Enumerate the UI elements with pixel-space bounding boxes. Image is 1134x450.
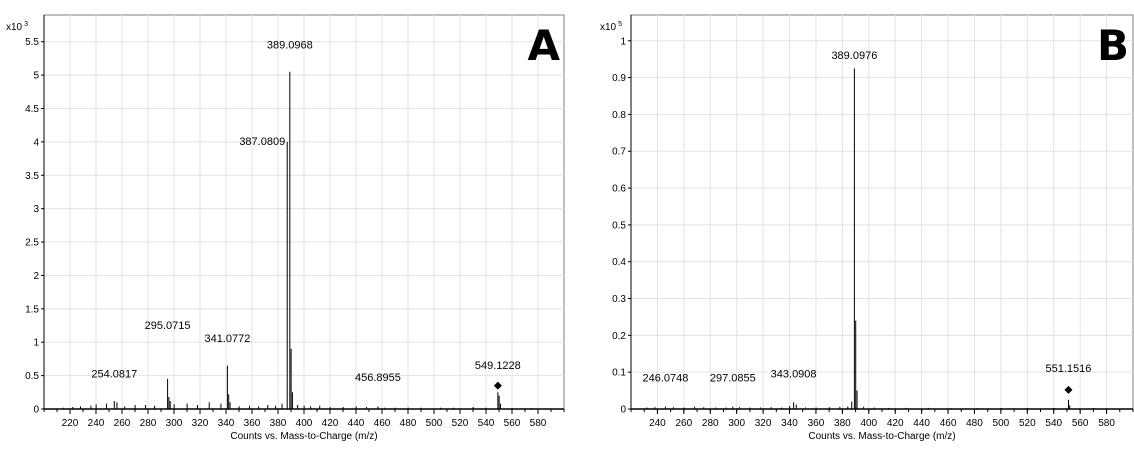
spectrum-peaks xyxy=(646,68,1095,409)
y-tick-label: 4.5 xyxy=(25,104,39,115)
peak-label: 549.1228 xyxy=(475,360,521,372)
precursor-diamond-icon xyxy=(493,381,502,390)
y-tick-label: 0.7 xyxy=(612,147,626,158)
y-tick-label: 0.8 xyxy=(612,110,626,121)
x-tick-label: 540 xyxy=(478,418,495,429)
peak-label: 389.0976 xyxy=(831,50,877,62)
spectrum-panel-a: 0 0.5 1 1.5 2 2.5 3 3.5 4 4.5 5 5.5 220 240 260 280 300 3… xyxy=(6,14,565,442)
x-tick-label: 380 xyxy=(834,418,851,429)
x-tick-label: 500 xyxy=(426,418,443,429)
peak-label: 343.0908 xyxy=(771,369,817,381)
x-tick-label: 420 xyxy=(887,418,904,429)
x-tick-label: 280 xyxy=(140,418,157,429)
panel-letter: A xyxy=(527,21,560,70)
x-tick-label: 480 xyxy=(966,418,983,429)
x-tick-label: 420 xyxy=(322,418,339,429)
x-tick-label: 440 xyxy=(348,418,365,429)
x-tick-label: 360 xyxy=(244,418,261,429)
peak-label: 254.0817 xyxy=(91,369,137,381)
x-tick-label: 580 xyxy=(530,418,547,429)
precursor-diamond-icon xyxy=(1064,385,1073,394)
peak-label: 456.8955 xyxy=(355,372,401,384)
x-tick-label: 400 xyxy=(296,418,313,429)
y-tick-labels: 0 0.1 0.2 0.3 0.4 0.5 0.6 0.7 0.8 0.9 1 xyxy=(612,36,631,416)
y-tick-label: 0.1 xyxy=(612,368,626,379)
y-tick-label: 1 xyxy=(620,36,626,47)
y-tick-label: 0 xyxy=(33,405,39,416)
y-tick-label: 5 xyxy=(33,71,39,82)
x-tick-label: 360 xyxy=(808,418,825,429)
x-tick-label: 560 xyxy=(504,418,521,429)
plot-area xyxy=(630,14,1134,410)
x-tick-label: 480 xyxy=(400,418,417,429)
x-tick-labels: 220 240 260 280 300 320 340 360 380 400 420 440 460 4… xyxy=(62,409,547,429)
gridlines xyxy=(44,15,564,410)
y-scale-exponent: 5 xyxy=(618,21,622,28)
x-tick-label: 380 xyxy=(270,418,287,429)
x-axis-label: Counts vs. Mass-to-Charge (m/z) xyxy=(808,431,955,442)
peak-labels: 389.0968 387.0809 341.0772 295.0715 254.0817… xyxy=(91,39,520,384)
y-tick-label: 0.6 xyxy=(612,184,626,195)
peak-label: 551.1516 xyxy=(1046,363,1092,375)
x-tick-label: 580 xyxy=(1098,418,1115,429)
peak-label: 387.0809 xyxy=(239,136,285,148)
x-tick-label: 260 xyxy=(675,418,692,429)
y-tick-label: 2 xyxy=(33,271,39,282)
x-tick-label: 240 xyxy=(88,418,105,429)
y-tick-label: 5.5 xyxy=(25,37,39,48)
x-tick-labels: 240 260 280 300 320 340 360 380 400 420 440 460 480 5… xyxy=(649,409,1115,429)
x-tick-label: 300 xyxy=(728,418,745,429)
x-tick-label: 260 xyxy=(114,418,131,429)
x-axis-label: Counts vs. Mass-to-Charge (m/z) xyxy=(230,431,377,442)
x-tick-label: 340 xyxy=(781,418,798,429)
y-tick-label: 3.5 xyxy=(25,171,39,182)
spectrum-panel-b: 0 0.1 0.2 0.3 0.4 0.5 0.6 0.7 0.8 0.9 1 240 260 280 30… xyxy=(567,0,1134,450)
y-scale-label: x10 3 xyxy=(6,21,28,33)
x-tick-label: 540 xyxy=(1045,418,1062,429)
x-tick-label: 460 xyxy=(374,418,391,429)
y-tick-label: 0.5 xyxy=(25,371,39,382)
peak-label: 341.0772 xyxy=(204,333,250,345)
spectrum-chart-b: 0 0.1 0.2 0.3 0.4 0.5 0.6 0.7 0.8 0.9 1 240 260 280 30… xyxy=(600,14,1134,442)
x-tick-label: 560 xyxy=(1072,418,1089,429)
y-tick-label: 1 xyxy=(33,338,39,349)
y-tick-label: 0 xyxy=(620,405,626,416)
y-scale-exponent: 3 xyxy=(24,21,28,28)
y-tick-label: 4 xyxy=(33,137,39,148)
x-tick-label: 440 xyxy=(913,418,930,429)
x-tick-label: 520 xyxy=(452,418,469,429)
y-tick-label: 0.2 xyxy=(612,331,626,342)
peak-labels: 389.0976 343.0908 297.0855 246.0748 551.1516 xyxy=(643,50,1092,384)
y-tick-labels: 0 0.5 1 1.5 2 2.5 3 3.5 4 4.5 5 5.5 xyxy=(25,37,44,416)
spectrum-peaks xyxy=(63,71,533,409)
y-scale-base: x10 xyxy=(6,22,23,33)
peak-label: 295.0715 xyxy=(145,320,191,332)
spectrum-chart-a: 0 0.5 1 1.5 2 2.5 3 3.5 4 4.5 5 5.5 220 240 260 280 300 3… xyxy=(6,14,565,442)
y-tick-label: 1.5 xyxy=(25,304,39,315)
y-tick-label: 2.5 xyxy=(25,238,39,249)
x-tick-label: 520 xyxy=(1019,418,1036,429)
x-tick-label: 320 xyxy=(192,418,209,429)
x-tick-label: 220 xyxy=(62,418,79,429)
x-tick-label: 460 xyxy=(940,418,957,429)
panel-letter: B xyxy=(1097,21,1129,70)
x-tick-label: 300 xyxy=(166,418,183,429)
x-tick-label: 240 xyxy=(649,418,666,429)
y-scale-base: x10 xyxy=(600,22,617,33)
y-scale-label: x10 5 xyxy=(600,21,622,33)
y-tick-label: 3 xyxy=(33,204,39,215)
y-tick-label: 0.5 xyxy=(612,220,626,231)
x-tick-label: 280 xyxy=(702,418,719,429)
y-tick-label: 0.3 xyxy=(612,294,626,305)
peak-label: 246.0748 xyxy=(643,372,689,384)
y-tick-label: 0.4 xyxy=(612,257,626,268)
x-tick-label: 400 xyxy=(860,418,877,429)
y-tick-label: 0.9 xyxy=(612,73,626,84)
x-tick-label: 320 xyxy=(755,418,772,429)
x-tick-label: 340 xyxy=(218,418,235,429)
peak-label: 297.0855 xyxy=(710,372,756,384)
x-tick-label: 500 xyxy=(993,418,1010,429)
peak-label: 389.0968 xyxy=(267,39,313,51)
